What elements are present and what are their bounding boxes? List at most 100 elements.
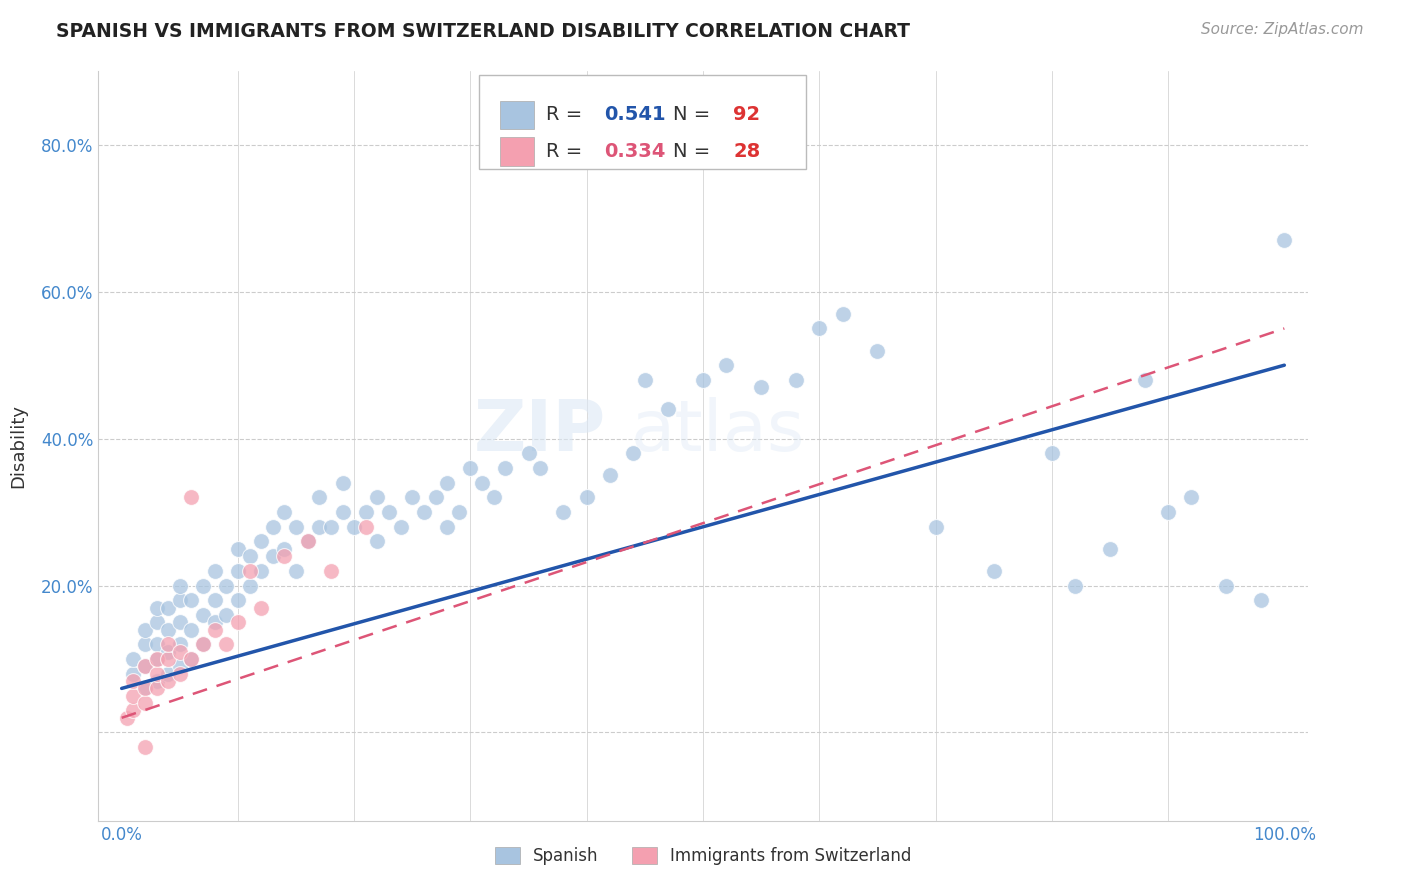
Point xyxy=(273,549,295,564)
Point xyxy=(413,505,436,519)
Point xyxy=(332,475,354,490)
Point xyxy=(226,564,249,578)
Point xyxy=(517,446,540,460)
Point xyxy=(180,623,202,637)
Point xyxy=(134,696,156,710)
Point xyxy=(215,578,238,592)
Point xyxy=(169,637,191,651)
Point xyxy=(191,607,214,622)
Point xyxy=(145,674,167,689)
Point xyxy=(332,505,354,519)
Point xyxy=(145,652,167,666)
Point xyxy=(134,740,156,755)
Point xyxy=(319,520,342,534)
Point xyxy=(319,564,342,578)
Point xyxy=(297,534,319,549)
Point xyxy=(204,593,226,607)
Point xyxy=(191,637,214,651)
Point xyxy=(157,623,180,637)
Point xyxy=(1250,593,1272,607)
Text: ZIP: ZIP xyxy=(474,397,606,466)
Point xyxy=(145,652,167,666)
Point xyxy=(134,659,156,673)
Point xyxy=(621,446,644,460)
Point xyxy=(122,652,145,666)
Point xyxy=(831,307,853,321)
Text: Source: ZipAtlas.com: Source: ZipAtlas.com xyxy=(1201,22,1364,37)
Point xyxy=(134,659,156,673)
Point xyxy=(117,711,139,725)
Point xyxy=(145,615,167,630)
FancyBboxPatch shape xyxy=(501,101,534,129)
Point xyxy=(808,321,831,335)
FancyBboxPatch shape xyxy=(479,75,806,169)
Point xyxy=(285,520,308,534)
Point xyxy=(343,520,366,534)
Point xyxy=(460,461,482,475)
Text: R =: R = xyxy=(546,142,588,161)
Point xyxy=(273,505,295,519)
Text: SPANISH VS IMMIGRANTS FROM SWITZERLAND DISABILITY CORRELATION CHART: SPANISH VS IMMIGRANTS FROM SWITZERLAND D… xyxy=(56,22,910,41)
Point xyxy=(471,475,494,490)
Point xyxy=(180,652,202,666)
Text: 0.541: 0.541 xyxy=(603,105,665,124)
FancyBboxPatch shape xyxy=(501,137,534,166)
Point xyxy=(785,373,807,387)
Point xyxy=(749,380,772,394)
Point xyxy=(157,637,180,651)
Point xyxy=(157,666,180,681)
Point xyxy=(494,461,516,475)
Text: N =: N = xyxy=(672,142,716,161)
Point xyxy=(180,593,202,607)
Point xyxy=(1040,446,1063,460)
Point xyxy=(983,564,1005,578)
Point xyxy=(169,578,191,592)
Text: 28: 28 xyxy=(734,142,761,161)
Point xyxy=(1157,505,1180,519)
Point xyxy=(204,623,226,637)
Point xyxy=(180,491,202,505)
Point xyxy=(157,645,180,659)
Point xyxy=(447,505,470,519)
Point xyxy=(924,520,946,534)
Point xyxy=(226,615,249,630)
Point xyxy=(239,549,262,564)
Point xyxy=(378,505,401,519)
Point xyxy=(1133,373,1156,387)
Point xyxy=(215,637,238,651)
Point xyxy=(308,520,330,534)
Point xyxy=(262,520,284,534)
Point xyxy=(157,652,180,666)
Point xyxy=(226,541,249,556)
Point xyxy=(575,491,598,505)
Point xyxy=(308,491,330,505)
Point xyxy=(1180,491,1202,505)
Point xyxy=(366,534,388,549)
Legend: Spanish, Immigrants from Switzerland: Spanish, Immigrants from Switzerland xyxy=(495,847,911,864)
Point xyxy=(215,607,238,622)
Point xyxy=(262,549,284,564)
Point xyxy=(122,703,145,717)
Point xyxy=(122,689,145,703)
Point xyxy=(425,491,447,505)
Point xyxy=(482,491,505,505)
Point xyxy=(122,666,145,681)
Point xyxy=(354,520,377,534)
Point xyxy=(436,520,458,534)
Point xyxy=(134,623,156,637)
Point xyxy=(134,681,156,696)
Point xyxy=(1098,541,1121,556)
Point xyxy=(122,674,145,689)
Point xyxy=(250,600,273,615)
Point xyxy=(191,578,214,592)
Text: 0.334: 0.334 xyxy=(603,142,665,161)
Point xyxy=(239,564,262,578)
Point xyxy=(145,637,167,651)
Point xyxy=(529,461,551,475)
Point xyxy=(285,564,308,578)
Point xyxy=(169,593,191,607)
Point xyxy=(389,520,412,534)
Point xyxy=(226,593,249,607)
Point xyxy=(354,505,377,519)
Point xyxy=(169,659,191,673)
